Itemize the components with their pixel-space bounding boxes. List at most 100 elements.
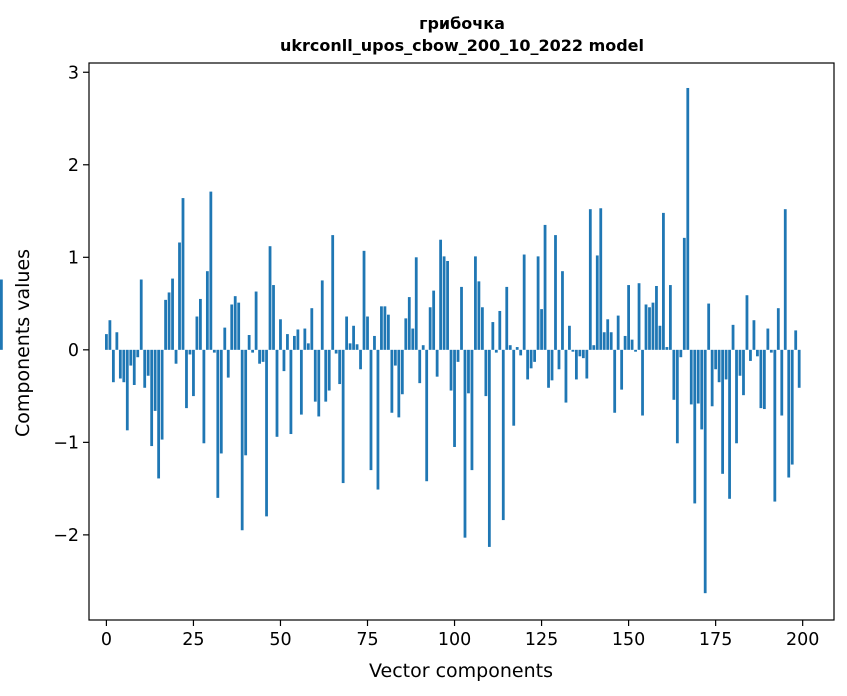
bar bbox=[599, 208, 603, 350]
bar bbox=[432, 290, 436, 350]
bar bbox=[783, 209, 787, 350]
bar bbox=[296, 329, 300, 350]
bar bbox=[745, 295, 749, 350]
bar bbox=[602, 332, 606, 350]
bar bbox=[237, 302, 241, 350]
plot-frame bbox=[88, 62, 835, 621]
bar bbox=[568, 325, 571, 350]
bar bbox=[494, 349, 498, 353]
bar bbox=[508, 345, 512, 350]
bar bbox=[387, 314, 390, 350]
bar bbox=[769, 349, 773, 353]
bar bbox=[731, 324, 735, 350]
bar bbox=[265, 349, 268, 517]
bar bbox=[627, 285, 630, 350]
bar bbox=[139, 279, 143, 350]
bar bbox=[449, 349, 453, 391]
bar bbox=[192, 349, 195, 397]
bar bbox=[467, 349, 470, 394]
bar bbox=[637, 283, 641, 350]
y-tick-label: −2 bbox=[53, 526, 79, 546]
bar bbox=[773, 349, 777, 502]
bar bbox=[724, 349, 728, 380]
bar bbox=[564, 349, 568, 403]
bar bbox=[679, 349, 683, 358]
bar bbox=[258, 349, 261, 364]
bar bbox=[609, 332, 613, 350]
bar bbox=[171, 278, 174, 350]
bar bbox=[219, 349, 223, 454]
bar bbox=[393, 349, 397, 366]
bar bbox=[435, 349, 439, 377]
bar bbox=[714, 349, 718, 370]
chart-subtitle: ukrconll_upos_cbow_200_10_2022 model bbox=[280, 36, 644, 55]
bar bbox=[581, 349, 585, 359]
bar bbox=[498, 310, 502, 350]
bar bbox=[146, 349, 150, 376]
bar bbox=[644, 304, 648, 350]
bar bbox=[700, 349, 704, 430]
bar bbox=[571, 349, 575, 352]
bar bbox=[620, 349, 624, 390]
bar bbox=[526, 349, 530, 380]
bar bbox=[167, 292, 171, 350]
bar bbox=[240, 349, 244, 531]
bar bbox=[554, 235, 557, 350]
bar bbox=[178, 242, 181, 350]
bar bbox=[780, 349, 784, 416]
bar bbox=[195, 316, 199, 350]
bar bbox=[759, 349, 763, 409]
bar bbox=[543, 224, 547, 350]
bar bbox=[606, 319, 610, 350]
bar bbox=[331, 235, 335, 350]
bar bbox=[421, 345, 425, 350]
chart-title: грибочка bbox=[419, 14, 505, 33]
bar bbox=[188, 349, 192, 355]
bar bbox=[484, 349, 488, 397]
bar bbox=[404, 318, 408, 350]
bar bbox=[648, 307, 651, 350]
bar bbox=[317, 349, 321, 417]
bar bbox=[160, 349, 164, 440]
bar bbox=[481, 307, 484, 350]
y-axis-label: Components values bbox=[12, 249, 34, 437]
x-tick-label: 150 bbox=[612, 630, 645, 650]
y-tick-label: −1 bbox=[53, 433, 79, 453]
bar bbox=[491, 322, 495, 350]
bar bbox=[693, 349, 697, 504]
bar bbox=[313, 349, 317, 402]
x-tick-label: 175 bbox=[699, 630, 732, 650]
x-tick-label: 125 bbox=[525, 630, 558, 650]
bar bbox=[675, 349, 679, 444]
bar bbox=[717, 349, 721, 383]
bar bbox=[341, 349, 345, 484]
bar bbox=[790, 349, 794, 465]
y-axis: −2 −1 0 1 2 3 bbox=[53, 63, 89, 546]
x-tick-label: 75 bbox=[356, 630, 378, 650]
bar bbox=[752, 320, 756, 350]
bar bbox=[738, 349, 742, 376]
bar bbox=[122, 349, 126, 383]
bar bbox=[181, 198, 185, 350]
bar bbox=[651, 302, 655, 350]
bar bbox=[439, 239, 443, 350]
bar bbox=[686, 87, 690, 350]
bar bbox=[655, 285, 658, 350]
bar bbox=[324, 349, 328, 402]
bar bbox=[470, 349, 474, 471]
bar bbox=[665, 347, 669, 350]
bar bbox=[456, 349, 460, 362]
bar bbox=[299, 349, 303, 415]
bar bbox=[735, 349, 738, 444]
bar bbox=[0, 279, 3, 350]
bar bbox=[390, 349, 394, 413]
bar bbox=[668, 285, 672, 350]
bar bbox=[547, 349, 550, 388]
bar bbox=[519, 349, 523, 356]
bar bbox=[310, 308, 314, 350]
bar bbox=[247, 335, 251, 350]
bar bbox=[453, 349, 456, 447]
bar bbox=[623, 335, 627, 350]
bar bbox=[212, 349, 216, 353]
